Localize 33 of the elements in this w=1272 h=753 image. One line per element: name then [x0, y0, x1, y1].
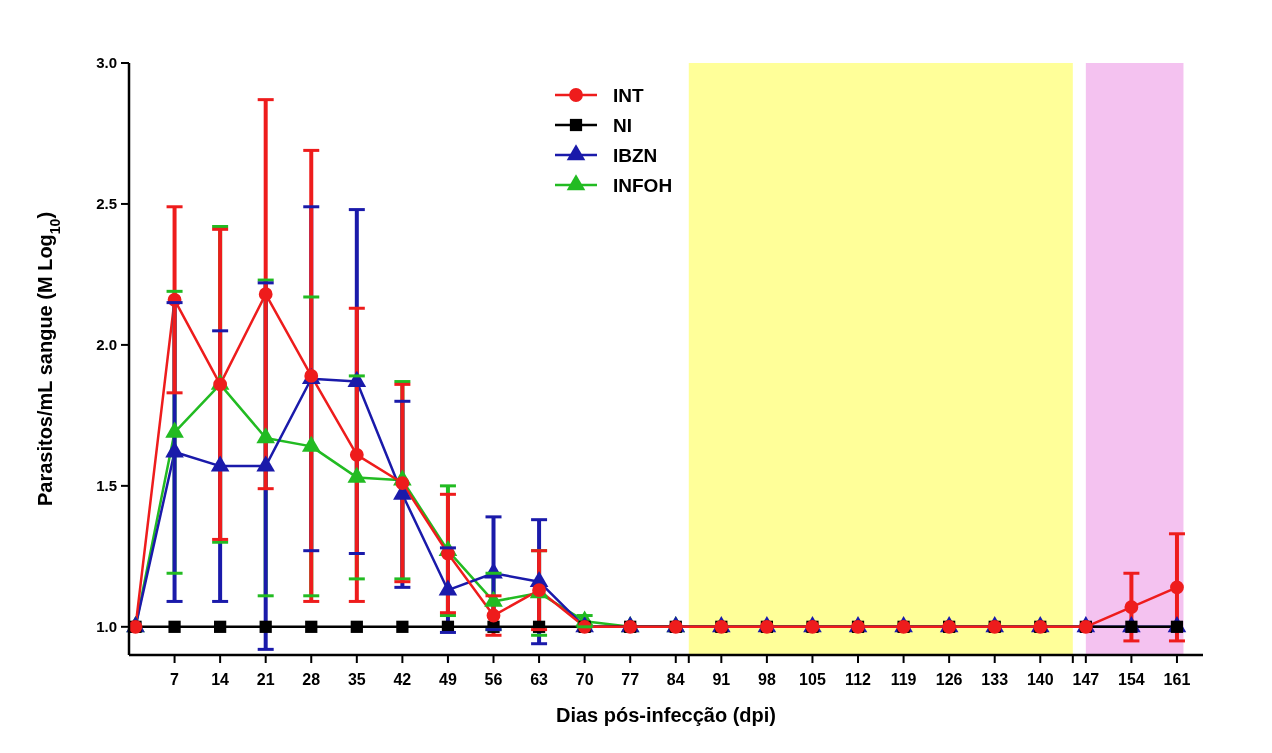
x-tick-label: 63 [530, 671, 549, 688]
x-tick-label: 126 [935, 671, 963, 688]
x-tick-label: 35 [347, 671, 366, 688]
x-tick-label: 119 [890, 671, 917, 688]
y-tick-label: 2.5 [96, 194, 117, 212]
x-tick-label: 147 [1072, 671, 1100, 688]
x-tick-label: 154 [1118, 671, 1145, 688]
x-tick-label: 98 [757, 671, 776, 688]
x-tick-label: 140 [1026, 671, 1054, 688]
x-tick-label: 42 [393, 671, 412, 688]
x-tick-label: 112 [845, 671, 872, 688]
x-tick-label: 7 [170, 671, 180, 688]
legend-label: IBZN [613, 145, 658, 166]
x-tick-label: 56 [484, 671, 503, 688]
x-tick-label: 91 [712, 671, 731, 688]
y-tick-label: 1.0 [96, 617, 117, 635]
x-tick-label: 21 [256, 671, 275, 688]
legend-label: INFOH [613, 175, 673, 196]
y-tick-label: 3.0 [96, 54, 117, 71]
x-tick-label: 77 [621, 671, 640, 688]
x-tick-label: 28 [302, 671, 321, 688]
x-tick-label: 133 [981, 671, 1009, 688]
legend-label: NI [613, 115, 632, 136]
y-tick-label: 2.0 [96, 335, 117, 353]
x-tick-label: 105 [799, 671, 826, 688]
x-tick-label: 161 [1163, 671, 1191, 688]
x-tick-label: 70 [575, 671, 594, 688]
legend-label: INT [613, 85, 644, 106]
x-tick-label: 14 [211, 671, 230, 688]
y-tick-label: 1.5 [96, 476, 117, 494]
x-axis-title: Dias pós-infecção (dpi) [555, 704, 777, 726]
x-tick-label: 84 [666, 671, 685, 688]
x-tick-label: 49 [439, 671, 457, 688]
